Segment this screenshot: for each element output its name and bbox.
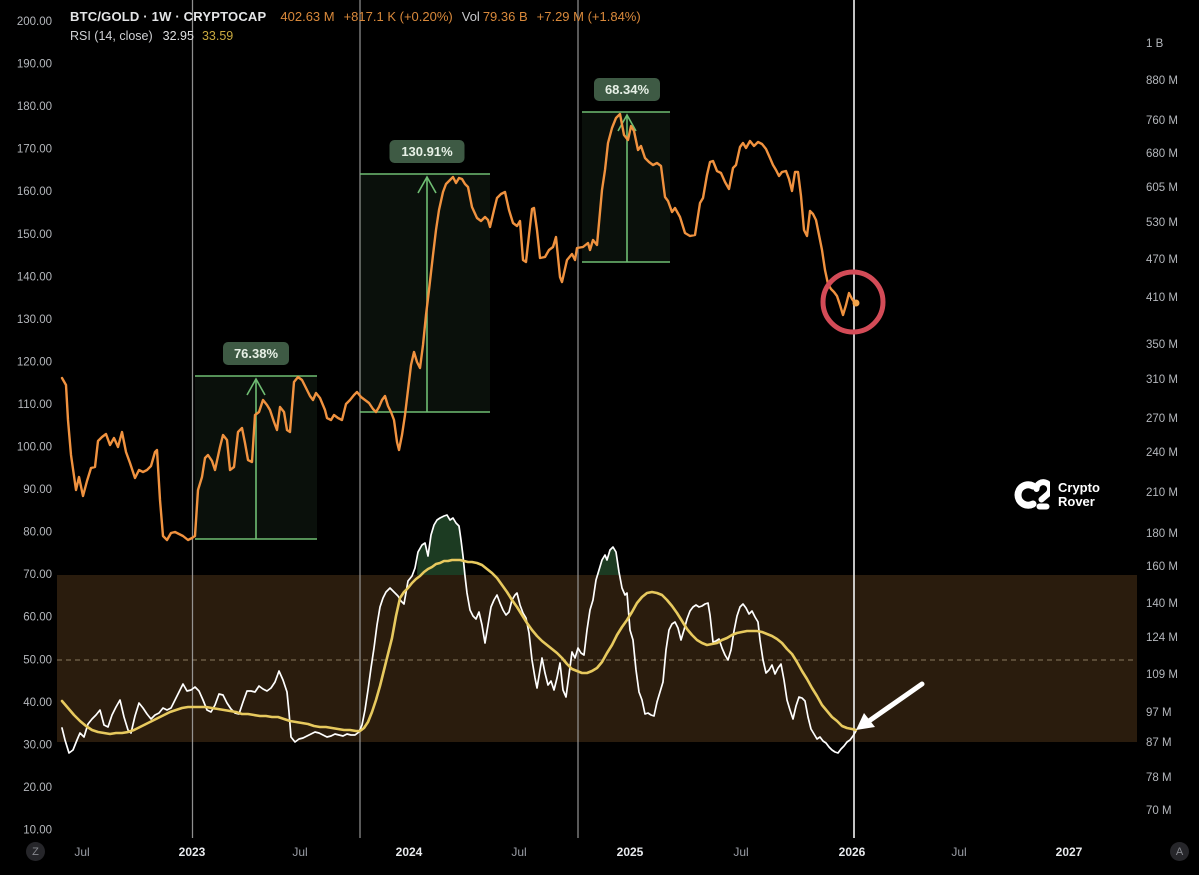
measure-label-chip[interactable] — [223, 342, 289, 365]
y-axis-right-tick: 605 M — [1146, 182, 1178, 194]
y-axis-left-tick: 30.00 — [23, 739, 52, 751]
y-axis-left-tick: 40.00 — [23, 697, 52, 709]
y-axis-left-tick: 70.00 — [23, 569, 52, 581]
x-axis-tick: 2027 — [1056, 845, 1083, 859]
measure-arrowhead-icon — [246, 377, 266, 396]
x-axis-tick: Jul — [74, 845, 89, 859]
rsi-value: 32.95 — [162, 28, 194, 43]
measure-box[interactable] — [360, 174, 490, 412]
y-axis-left-tick: 10.00 — [23, 825, 52, 837]
symbol-row[interactable]: BTC/GOLD · 1W · CRYPTOCAP 402.63 M +817.… — [70, 7, 650, 26]
volume-change: +7.29 M (+1.84%) — [536, 9, 641, 24]
y-axis-left-tick: 170.00 — [17, 144, 52, 156]
y-axis-left-tick: 130.00 — [17, 314, 52, 326]
x-axis-tick: Jul — [733, 845, 748, 859]
rsi-ma-value: 33.59 — [201, 28, 234, 43]
series-btc-gold[interactable] — [60, 112, 857, 542]
y-axis-right-tick: 1 B — [1146, 38, 1164, 50]
crypto-rover-watermark: Crypto Rover — [1008, 478, 1100, 512]
y-axis-right-tick: 680 M — [1146, 148, 1178, 160]
red-circle-annotation[interactable] — [820, 269, 886, 335]
measure-label: 68.34% — [605, 82, 650, 97]
last-price: 402.63 M — [280, 9, 335, 24]
volume-value: 79.36 B — [482, 9, 528, 24]
y-axis-right-tick: 530 M — [1146, 217, 1178, 229]
timezone-button[interactable]: Z — [26, 842, 45, 861]
y-axis-left-tick: 190.00 — [17, 59, 52, 71]
white-arrowhead-icon — [856, 713, 875, 730]
y-axis-left-tick: 100.00 — [17, 442, 52, 454]
y-axis-right-tick: 350 M — [1146, 339, 1178, 351]
y-axis-right-tick: 160 M — [1146, 561, 1178, 573]
y-axis-left-tick: 80.00 — [23, 527, 52, 539]
x-axis-tick: 2024 — [396, 845, 423, 859]
series-rsi[interactable] — [61, 514, 857, 754]
y-axis-left-tick: 110.00 — [18, 399, 52, 411]
y-axis-left-tick: 90.00 — [23, 484, 52, 496]
y-axis-left-tick: 20.00 — [23, 782, 52, 794]
y-axis-left-tick: 180.00 — [17, 101, 52, 113]
watermark-line2: Rover — [1058, 494, 1095, 509]
crypto-rover-logo-icon — [1014, 479, 1050, 510]
x-axis-tick: Jul — [292, 845, 307, 859]
measure-label: 130.91% — [401, 144, 453, 159]
y-axis-left-tick: 150.00 — [17, 229, 52, 241]
y-axis-right-tick: 880 M — [1146, 75, 1178, 87]
rsi-band — [57, 575, 1137, 742]
y-axis-right-tick: 140 M — [1146, 598, 1178, 610]
series-rsi-ma[interactable] — [60, 558, 858, 736]
y-axis-right-tick: 270 M — [1146, 413, 1178, 425]
measure-label-chip[interactable] — [389, 140, 465, 163]
y-axis-left-tick: 140.00 — [17, 271, 52, 283]
y-axis-right-tick: 310 M — [1146, 374, 1178, 386]
y-axis-left-tick: 60.00 — [23, 612, 52, 624]
y-axis-right-tick: 240 M — [1146, 447, 1178, 459]
y-axis-right-tick: 70 M — [1146, 805, 1172, 817]
x-axis-tick: 2026 — [839, 845, 866, 859]
white-arrow-annotation[interactable] — [866, 681, 925, 724]
x-axis-tick: Jul — [951, 845, 966, 859]
y-axis-right-tick: 87 M — [1146, 737, 1172, 749]
watermark-line1: Crypto — [1058, 479, 1100, 495]
indicator-row[interactable]: RSI (14, close) 32.95 33.59 — [70, 26, 650, 45]
y-axis-left-tick: 120.00 — [17, 356, 52, 368]
y-axis-right-tick: 410 M — [1146, 292, 1178, 304]
y-axis-right-tick: 97 M — [1146, 707, 1172, 719]
measure-label: 76.38% — [234, 346, 279, 361]
y-axis-right-tick: 470 M — [1146, 254, 1178, 266]
volume-label: Vol — [461, 9, 480, 24]
x-axis-tick: 2023 — [179, 845, 206, 859]
y-axis-right-tick: 210 M — [1146, 487, 1178, 499]
x-axis-tick: Jul — [511, 845, 526, 859]
y-axis-right-tick: 109 M — [1146, 669, 1178, 681]
y-axis-right-tick: 760 M — [1146, 115, 1178, 127]
measure-label-chip[interactable] — [594, 78, 660, 101]
measure-arrowhead-icon — [417, 175, 437, 194]
y-axis-left-tick: 50.00 — [23, 654, 52, 666]
y-axis-right-tick: 180 M — [1146, 528, 1178, 540]
y-axis-left-tick: 160.00 — [17, 186, 52, 198]
rsi-overbought-fill — [598, 547, 620, 575]
auto-scale-button[interactable]: A — [1170, 842, 1189, 861]
symbol-legend: BTC/GOLD · 1W · CRYPTOCAP 402.63 M +817.… — [70, 7, 650, 45]
price-change: +817.1 K (+0.20%) — [343, 9, 453, 24]
y-axis-right-tick: 78 M — [1146, 772, 1172, 784]
y-axis-right-tick: 124 M — [1146, 632, 1178, 644]
measure-arrowhead-icon — [617, 113, 637, 132]
x-axis-tick: 2025 — [617, 845, 644, 859]
rsi-indicator-name: RSI (14, close) — [70, 28, 153, 43]
last-price-dot — [852, 299, 860, 307]
symbol-title[interactable]: BTC/GOLD · 1W · CRYPTOCAP — [70, 9, 267, 24]
y-axis-left-tick: 200.00 — [17, 16, 52, 28]
measure-box[interactable] — [582, 112, 670, 262]
